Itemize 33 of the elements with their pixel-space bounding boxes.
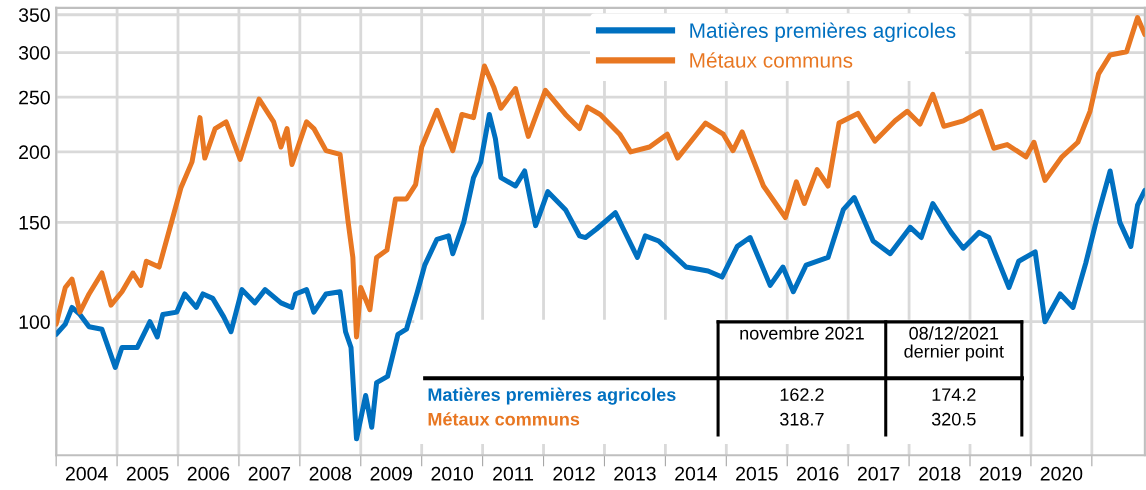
annotation: 174.2 — [932, 388, 976, 401]
x-tick-label: 2005 — [126, 466, 169, 481]
x-tick-label: 2014 — [675, 466, 717, 481]
x-tick-label: 2007 — [248, 466, 291, 481]
annotation: 320.5 — [931, 412, 976, 426]
x-tick-label: 2009 — [370, 466, 412, 481]
x-tick-label: 2017 — [857, 466, 900, 481]
y-tick-label: 350 — [18, 8, 50, 22]
x-tick-label: 2010 — [431, 466, 474, 481]
x-tick-label: 2013 — [614, 466, 656, 481]
annotation: novembre 2021 — [740, 326, 864, 340]
annotation: 08/12/2021 dernier point — [904, 326, 1004, 362]
legend-label: Matières premières agricoles — [690, 22, 956, 43]
legend-label: Métaux communs — [690, 52, 853, 68]
text: Matières premières agricoles — [428, 387, 676, 405]
x-tick-label: 2015 — [736, 466, 778, 481]
x-tick-label: 2019 — [979, 466, 1022, 481]
y-tick-label: 300 — [18, 45, 50, 60]
y-tick-label: 150 — [19, 215, 50, 230]
annotation: 318.7 — [780, 412, 824, 426]
x-tick-label: 2006 — [187, 466, 230, 481]
x-tick-label: 2012 — [553, 466, 595, 481]
y-tick-label: 200 — [19, 145, 50, 160]
y-tick-label: 250 — [19, 90, 50, 105]
x-tick-label: 2018 — [918, 466, 961, 481]
x-tick-label: 2004 — [65, 466, 108, 481]
annotation: 162.2 — [780, 388, 824, 401]
x-tick-label: 2016 — [797, 466, 839, 481]
y-tick-label: 100 — [19, 315, 50, 329]
text: Métaux communs — [428, 412, 580, 426]
x-tick-label: 2011 — [493, 466, 534, 481]
x-tick-label: 2020 — [1040, 466, 1083, 481]
x-tick-label: 2008 — [309, 466, 352, 481]
